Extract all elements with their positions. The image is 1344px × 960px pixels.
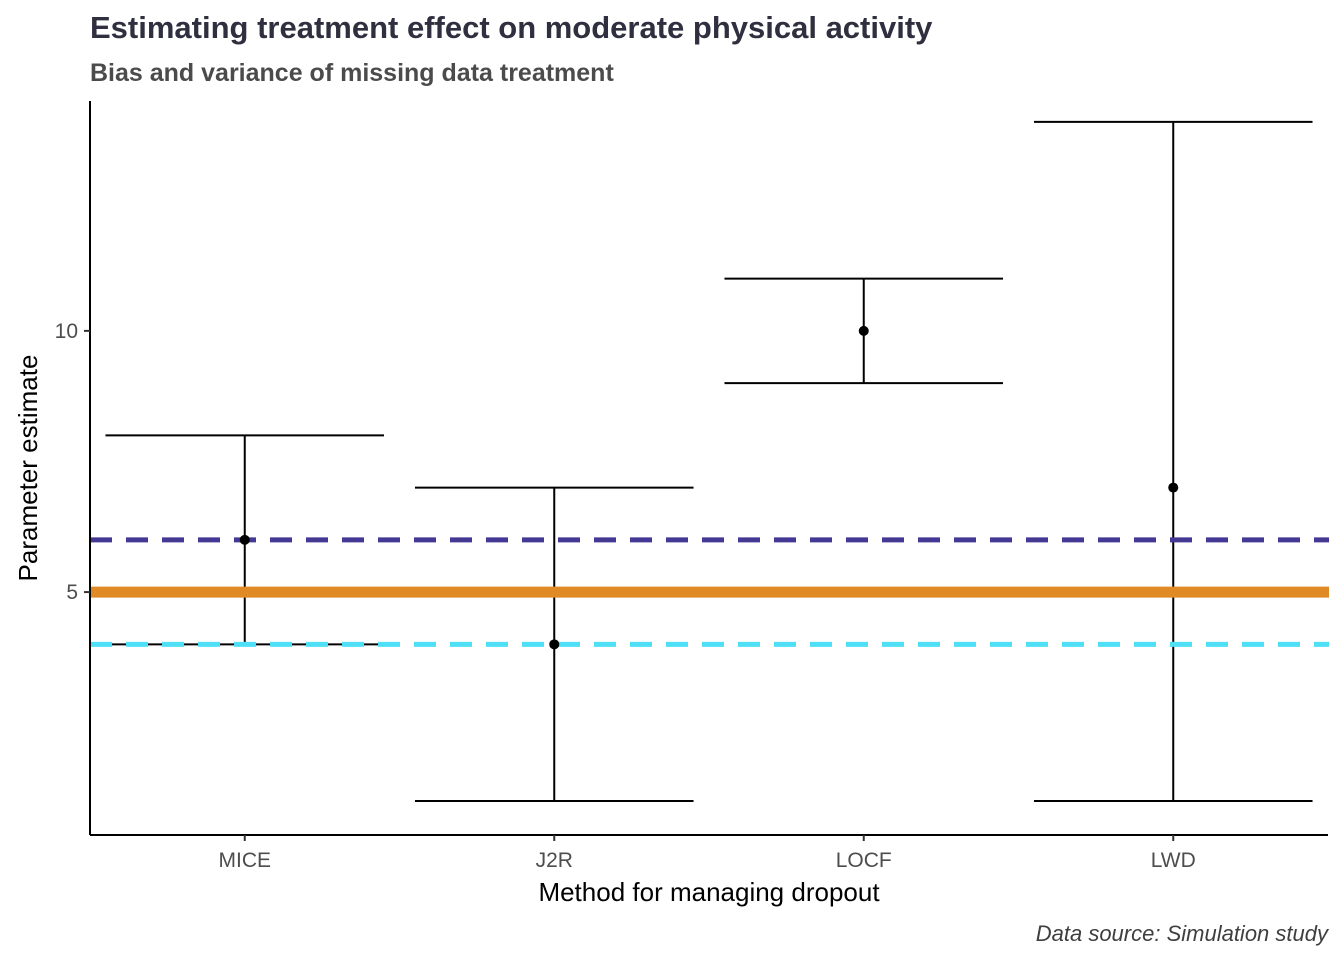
x-tick-label: LWD [1151, 849, 1196, 872]
point-estimate-mice [239, 534, 250, 545]
point-estimate-locf [858, 325, 869, 336]
chart-title: Estimating treatment effect on moderate … [90, 10, 933, 45]
x-tick-label: J2R [536, 849, 573, 872]
y-tick-label: 10 [55, 320, 78, 343]
x-axis-title: Method for managing dropout [538, 877, 880, 907]
y-tick-label: 5 [66, 581, 78, 604]
y-axis-title: Parameter estimate [13, 355, 43, 582]
point-estimate-lwd [1168, 482, 1179, 493]
plot-layer: 5 10 MICE J2R LOCF LWD [55, 101, 1329, 872]
chart-subtitle: Bias and variance of missing data treatm… [90, 59, 614, 87]
x-tick-label: MICE [219, 849, 272, 872]
chart-caption: Data source: Simulation study [1036, 921, 1330, 946]
x-tick-label: LOCF [836, 849, 892, 872]
point-estimate-j2r [549, 639, 560, 650]
